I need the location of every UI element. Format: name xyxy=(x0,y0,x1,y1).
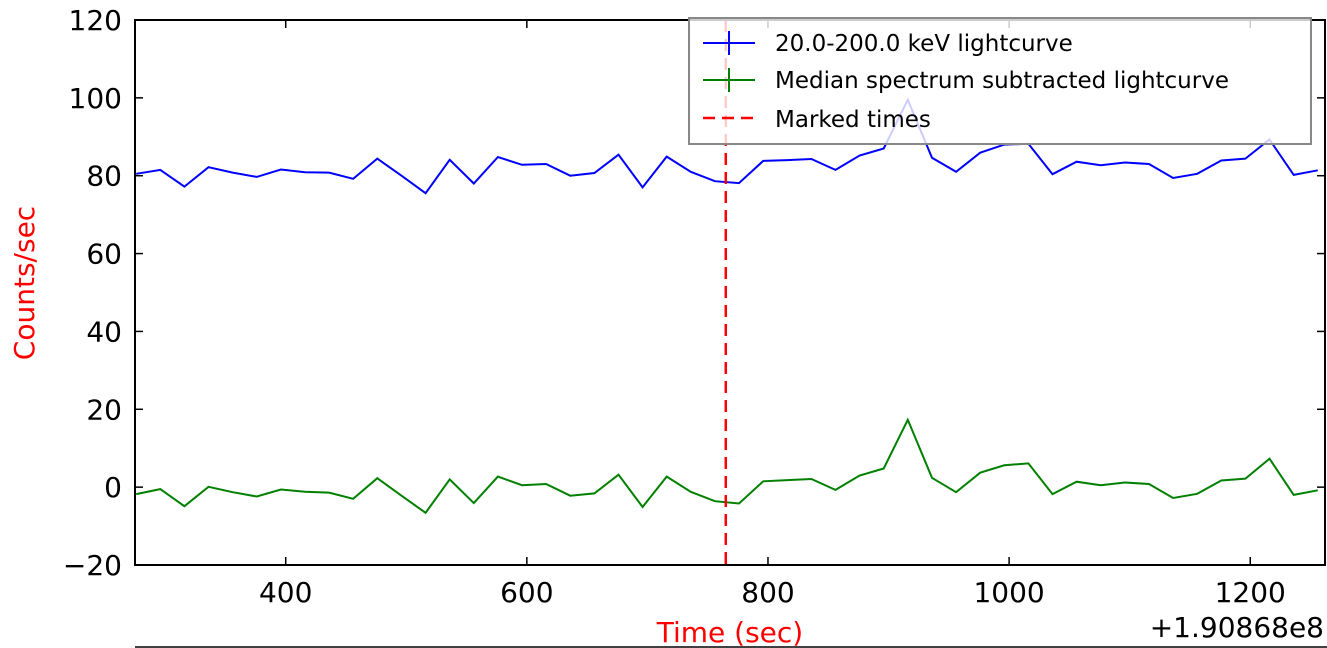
y-tick-label: 0 xyxy=(104,471,122,504)
y-tick-label: −20 xyxy=(63,549,122,582)
x-tick-label: 800 xyxy=(741,576,794,609)
y-tick-label: 80 xyxy=(86,160,122,193)
legend-box xyxy=(688,17,1312,145)
x-tick-label: 600 xyxy=(500,576,553,609)
x-tick-label: 1200 xyxy=(1215,576,1286,609)
y-axis-label: Counts/sec xyxy=(8,206,41,360)
legend-label-marked-times: Marked times xyxy=(775,107,931,133)
x-tick-label: 1000 xyxy=(973,576,1044,609)
legend: 20.0-200.0 keV lightcurve Median spectru… xyxy=(688,17,1312,145)
y-tick-label: 40 xyxy=(86,315,122,348)
plot-lines xyxy=(135,20,1318,565)
x-axis-offset-text: +1.90868e8 xyxy=(1150,611,1324,644)
legend-label-series-2: Median spectrum subtracted lightcurve xyxy=(775,68,1229,94)
x-tick-label: 400 xyxy=(259,576,312,609)
y-tick-label: 120 xyxy=(69,4,122,37)
x-axis-label: Time (sec) xyxy=(656,616,803,648)
y-tick-label: 20 xyxy=(86,393,122,426)
y-tick-label: 100 xyxy=(69,82,122,115)
legend-label-series-1: 20.0-200.0 keV lightcurve xyxy=(775,31,1073,57)
axis-ticks: 400 600 800 1000 1200 −20 0 20 40 60 80 100 120 xyxy=(63,4,1325,609)
y-tick-label: 60 xyxy=(86,238,122,271)
